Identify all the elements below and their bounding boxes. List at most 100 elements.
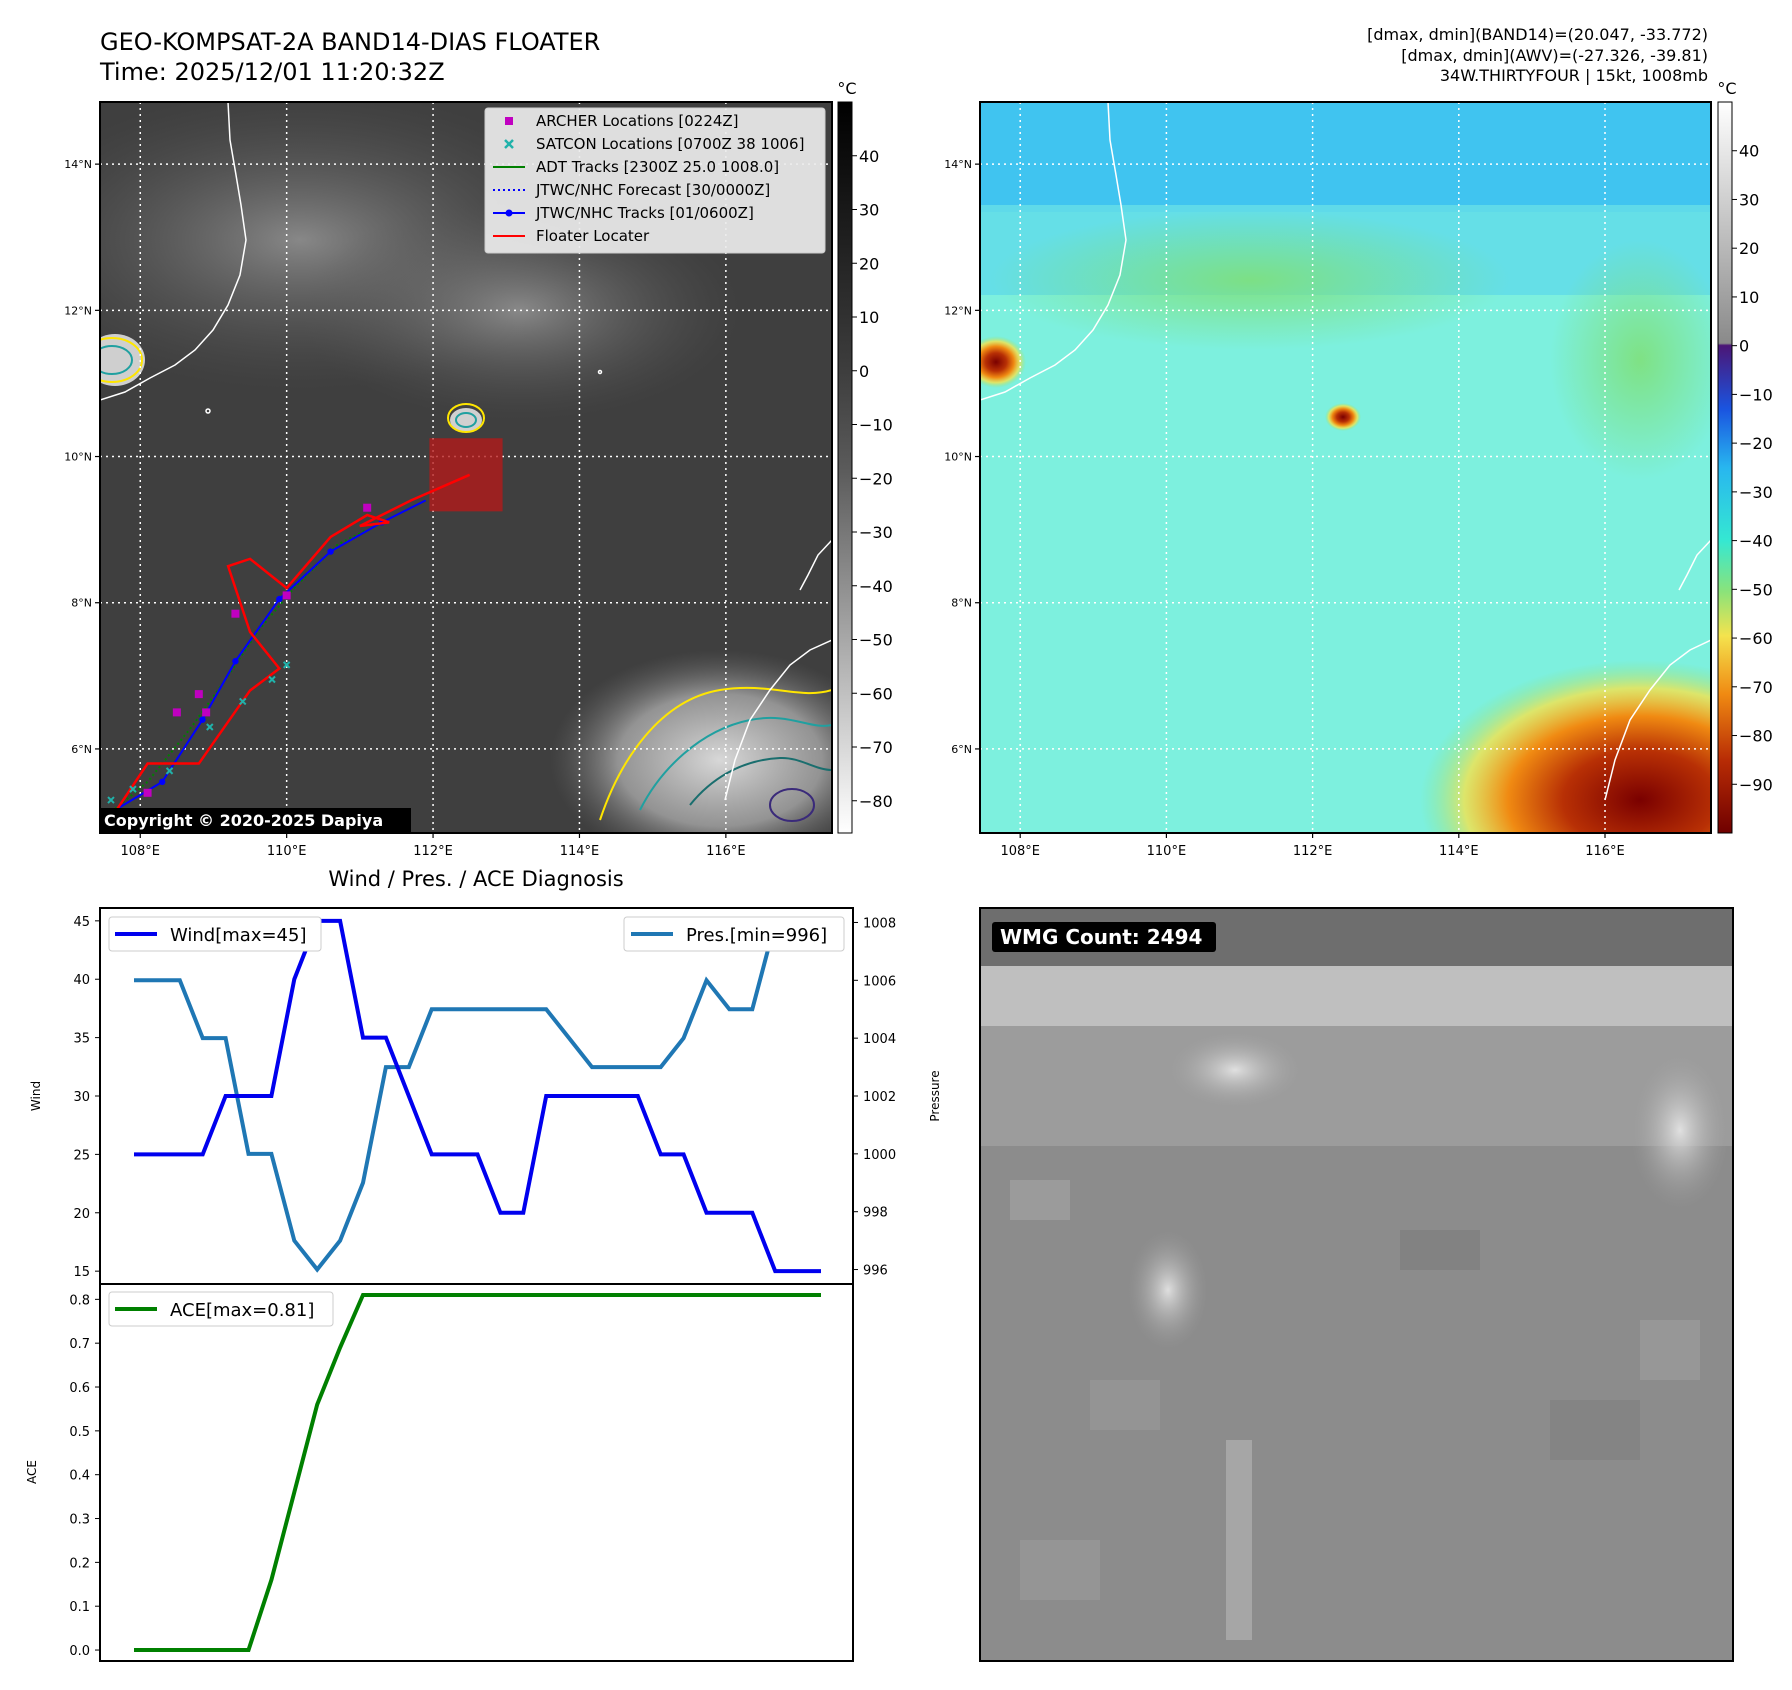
ir-map-panel: 108°E 110°E 112°E 114°E 116°E 14°N 12°N 10°N 8°…: [64, 101, 833, 859]
ir-legend-box: [484, 107, 826, 254]
awv-colorbar-label: −40: [1739, 532, 1773, 551]
wind-legend: Wind[max=45]: [108, 916, 322, 952]
ir-lon-label: 116°E: [706, 844, 746, 859]
archer-location: [282, 591, 291, 600]
info-line-1: [dmax, dmin](BAND14)=(20.047, -33.772): [1367, 25, 1708, 44]
wmg-panel: WMG Count: 2494: [979, 907, 1734, 1662]
archer-location: [231, 609, 240, 618]
ir-colorbar-label: −60: [859, 684, 893, 703]
wmg-pixel-blocks: [1010, 1180, 1700, 1600]
pressure-tick-label: 998: [863, 1206, 888, 1221]
ir-lon-label: 110°E: [267, 844, 307, 859]
pressure-line: [134, 920, 821, 1273]
ace-tick-label: 0.8: [69, 1293, 90, 1308]
awv-colorbar-label: −90: [1739, 775, 1773, 794]
awv-colorbar-bar: [1717, 101, 1733, 834]
awv-lon-label: 112°E: [1293, 844, 1333, 859]
wmg-streak: [1226, 1440, 1252, 1640]
awv-colorbar-label: 0: [1739, 337, 1749, 356]
ir-colorbar-label: 0: [859, 362, 869, 381]
awv-moist-east: [1550, 240, 1711, 480]
info-line-3: 34W.THIRTYFOUR | 15kt, 1008mb: [1440, 66, 1708, 85]
ir-cloud-southeast: [550, 650, 832, 833]
ace-tick-label: 0.2: [69, 1556, 90, 1571]
legend-label: JTWC/NHC Tracks [01/0600Z]: [535, 204, 754, 222]
ace-tick-label: 0.1: [69, 1600, 90, 1615]
main-title: GEO-KOMPSAT-2A BAND14-DIAS FLOATER: [100, 28, 600, 56]
ir-colorbar-label: −70: [859, 738, 893, 757]
ir-cloud-west: [100, 334, 145, 386]
awv-colorbar-label: −10: [1739, 385, 1773, 404]
ace-tick-label: 0.4: [69, 1469, 90, 1484]
legend-swatch-archer: [505, 117, 513, 125]
awv-lon-ticks: 108°E 110°E 112°E 114°E 116°E: [1000, 833, 1625, 859]
awv-lat-label: 10°N: [944, 451, 972, 464]
awv-colorbar: °C 40 30 20 10 0 −10 −20 −30 −40 −50 −60 −70 −80 −90: [1717, 79, 1773, 834]
legend-label: JTWC/NHC Forecast [30/0000Z]: [535, 181, 770, 199]
wmg-bright-band: [980, 966, 1733, 1026]
awv-cold-cloud-west: [980, 336, 1026, 388]
awv-lon-label: 110°E: [1147, 844, 1187, 859]
wind-chart-frame: [99, 907, 854, 1285]
awv-colorbar-label: 40: [1739, 142, 1759, 161]
pressure-tick-label: 996: [863, 1264, 888, 1279]
ir-lat-label: 6°N: [71, 743, 92, 756]
pressure-axis-label: Pressure: [928, 1070, 942, 1121]
awv-colorbar-label: −30: [1739, 483, 1773, 502]
ir-lon-label: 108°E: [120, 844, 160, 859]
main-subtitle: Time: 2025/12/01 11:20:32Z: [99, 58, 445, 86]
satcon-location: [239, 697, 247, 706]
awv-cold-cloud-southeast: [1420, 660, 1711, 833]
info-line-2: [dmax, dmin](AWV)=(-27.326, -39.81): [1401, 46, 1708, 65]
ir-lat-label: 14°N: [64, 158, 92, 171]
pressure-legend-box: [623, 916, 845, 952]
ir-colorbar-label: −10: [859, 416, 893, 435]
wmg-frame: [979, 907, 1734, 1662]
ir-lat-ticks: 14°N 12°N 10°N 8°N 6°N: [64, 158, 100, 756]
awv-lon-label: 116°E: [1585, 844, 1625, 859]
wmg-bright-core: [1165, 1030, 1305, 1110]
legend-label: Floater Locater: [536, 227, 650, 245]
awv-colorbar-unit: °C: [1717, 79, 1736, 98]
ir-colorbar-label: −40: [859, 577, 893, 596]
diagnosis-title: Wind / Pres. / ACE Diagnosis: [328, 867, 623, 891]
satcon-location: [206, 723, 214, 731]
ace-tick-label: 0.5: [69, 1425, 90, 1440]
wind-tick-label: 20: [73, 1207, 90, 1222]
wind-tick-label: 45: [73, 915, 90, 930]
ace-legend-box: [108, 1291, 334, 1327]
ir-cloud-small: [450, 408, 482, 432]
legend-label: SATCON Locations [0700Z 38 1006]: [536, 135, 804, 153]
ir-colorbar-label: −50: [859, 631, 893, 650]
pressure-tick-label: 1006: [863, 974, 896, 989]
awv-lat-label: 14°N: [944, 158, 972, 171]
wind-line: [134, 918, 821, 1274]
legend-swatch-jtwc-dot: [505, 209, 513, 217]
legend-label: ADT Tracks [2300Z 25.0 1008.0]: [536, 158, 779, 176]
ir-lat-label: 8°N: [71, 597, 92, 610]
legend-label: ARCHER Locations [0224Z]: [536, 112, 739, 130]
ace-legend: ACE[max=0.81]: [108, 1291, 334, 1327]
wmg-badge: WMG Count: 2494: [1000, 925, 1202, 949]
ir-lon-label: 112°E: [413, 844, 453, 859]
awv-colorbar-label: 20: [1739, 239, 1759, 258]
awv-colorbar-label: −80: [1739, 727, 1773, 746]
archer-location: [363, 503, 372, 512]
archer-location: [202, 708, 211, 717]
awv-lon-label: 108°E: [1000, 844, 1040, 859]
awv-band-north: [980, 102, 1711, 212]
satcon-location: [107, 796, 115, 804]
ir-colorbar-label: −30: [859, 523, 893, 542]
awv-lon-label: 114°E: [1439, 844, 1479, 859]
wind-axis-label: Wind: [29, 1081, 43, 1111]
awv-lat-label: 6°N: [951, 743, 972, 756]
archer-location: [143, 788, 152, 797]
ir-contours: [100, 337, 832, 822]
copyright-badge-bg: [100, 808, 411, 832]
awv-cold-cloud-small: [1325, 403, 1361, 431]
wind-pressure-chart: Wind / Pres. / ACE Diagnosis 15 20 25 30 35 4…: [29, 867, 942, 1285]
ir-colorbar-bar: [837, 101, 853, 834]
ir-lon-label: 114°E: [560, 844, 600, 859]
awv-moist-north: [990, 210, 1510, 350]
awv-gridlines: [980, 102, 1711, 833]
